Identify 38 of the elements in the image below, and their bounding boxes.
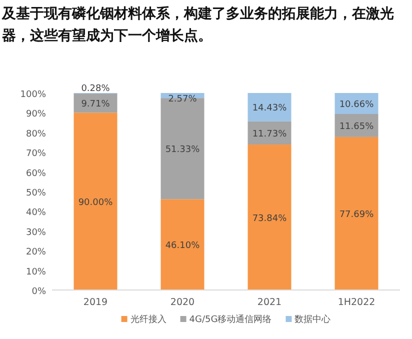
- y-tick-label: 80%: [26, 129, 46, 140]
- bar: [248, 93, 292, 122]
- data-label: 14.43%: [252, 104, 288, 114]
- y-tick-label: 0%: [32, 287, 46, 297]
- data-label: 73.84%: [252, 214, 288, 224]
- data-label: 9.71%: [81, 100, 110, 110]
- bar: [334, 114, 378, 137]
- data-label: 51.33%: [165, 145, 200, 156]
- data-label: 11.65%: [339, 122, 374, 132]
- data-label: 10.66%: [339, 100, 374, 110]
- x-tick-label: 1H2022: [338, 297, 376, 308]
- y-tick-label: 90%: [26, 110, 46, 120]
- y-tick-label: 50%: [26, 188, 46, 198]
- y-tick-label: 60%: [26, 168, 46, 179]
- bar: [160, 199, 204, 290]
- x-tick-label: 2020: [170, 297, 195, 308]
- bar: [74, 112, 118, 290]
- y-tick-label: 40%: [26, 208, 46, 218]
- legend-label: 光纤接入: [130, 314, 166, 325]
- y-tick-label: 10%: [26, 267, 46, 278]
- y-tick-label: 70%: [26, 149, 46, 160]
- data-label: 90.00%: [78, 198, 114, 208]
- text: 器，这些有望成为下一个增长点。: [2, 27, 212, 44]
- bar: [248, 121, 292, 145]
- y-tick-label: 30%: [26, 228, 46, 238]
- x-tick-label: 2019: [83, 297, 108, 308]
- x-tick-label: 2021: [257, 297, 282, 308]
- data-label: 77.69%: [339, 210, 374, 220]
- text: 及基于现有磷化铟材料体系，构建了多业务的拓展能力，在激光: [1, 6, 394, 22]
- legend-label: 4G/5G移动通信网络: [189, 314, 272, 325]
- data-label: 46.10%: [165, 241, 200, 252]
- y-tick-label: 20%: [26, 248, 46, 258]
- bar: [248, 144, 292, 290]
- bar: [334, 136, 378, 290]
- legend-label: 数据中心: [294, 314, 331, 325]
- y-tick-label: 100%: [20, 90, 46, 100]
- data-label: 0.28%: [81, 84, 110, 94]
- data-label: 11.73%: [252, 129, 288, 140]
